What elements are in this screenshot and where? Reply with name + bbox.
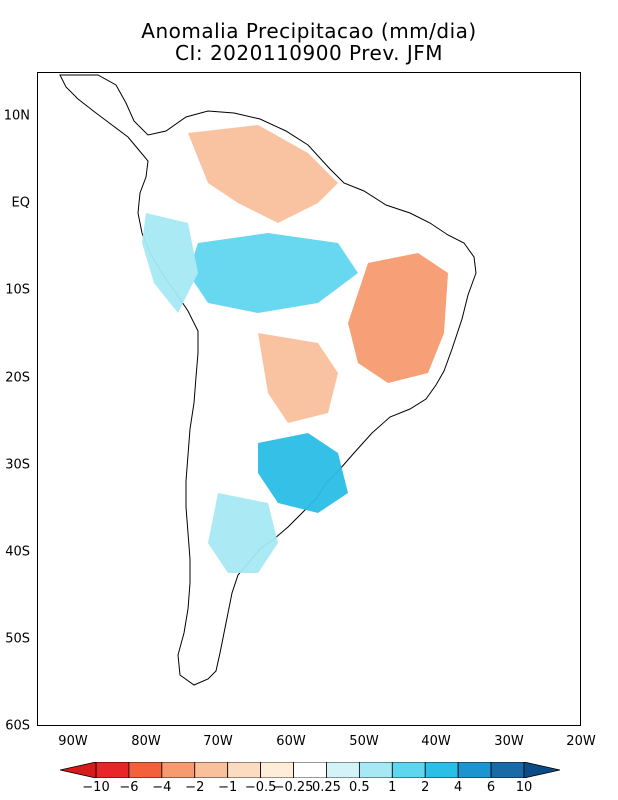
lat-label-50s: 50S	[5, 631, 30, 647]
colorbar-tick-label: −1	[218, 780, 238, 795]
colorbar-cell	[95, 762, 130, 778]
colorbar-tick-label: −4	[152, 780, 172, 795]
lon-label-30w: 30W	[494, 734, 524, 749]
colorbar-tick-label: 10	[515, 780, 533, 795]
precipitation-anomaly-map	[59, 74, 477, 686]
lat-label-10n: 10N	[3, 108, 30, 124]
wet-anomaly-west	[142, 213, 198, 313]
colorbar-cell	[326, 762, 360, 778]
colorbar-tick-label: 2	[421, 780, 430, 795]
colorbar	[60, 762, 560, 778]
colorbar-tick-label: −10	[82, 780, 110, 795]
colorbar-cell	[293, 762, 327, 778]
colorbar-cell	[457, 762, 492, 778]
colorbar-cell	[490, 762, 525, 778]
colorbar-tick-label: 0.25	[311, 780, 341, 795]
dry-anomaly-central	[258, 333, 338, 423]
lon-label-20w: 20W	[566, 734, 596, 749]
lat-label-eq: EQ	[11, 195, 30, 211]
colorbar-cell	[260, 762, 294, 778]
lon-label-60w: 60W	[276, 734, 306, 749]
colorbar-cell	[161, 762, 196, 778]
colorbar-cell	[424, 762, 459, 778]
colorbar-tick-label: −0.25	[273, 780, 314, 795]
lon-label-50w: 50W	[349, 734, 379, 749]
dry-anomaly-north	[188, 125, 338, 223]
lat-label-20s: 20S	[5, 370, 30, 386]
lon-label-70w: 70W	[203, 734, 233, 749]
colorbar-tick-label: −2	[185, 780, 205, 795]
colorbar-tick-label: 0.5	[349, 780, 370, 795]
map-frame	[37, 72, 581, 726]
colorbar-tick-label: −6	[119, 780, 139, 795]
lon-label-80w: 80W	[131, 734, 161, 749]
lat-label-60s: 60S	[5, 718, 30, 734]
colorbar-high-arrow	[523, 762, 560, 778]
wet-anomaly-south	[258, 433, 348, 513]
colorbar-tick-label: 4	[454, 780, 463, 795]
colorbar-cell	[358, 762, 393, 778]
colorbar-cell	[194, 762, 229, 778]
colorbar-tick-label: 6	[486, 780, 496, 795]
dry-anomaly-northeast	[348, 253, 448, 383]
lat-label-40s: 40S	[5, 544, 30, 560]
colorbar-tick-label: −0.5	[244, 780, 277, 795]
colorbar-cell	[227, 762, 262, 778]
lat-label-30s: 30S	[5, 457, 30, 473]
map-subtitle: CI: 2020110900 Prev. JFM	[174, 41, 443, 65]
colorbar-cell	[391, 762, 426, 778]
lon-label-90w: 90W	[58, 734, 88, 749]
colorbar-tick-label: 1	[388, 780, 397, 795]
wet-anomaly-patagonia	[208, 493, 278, 573]
wet-anomaly-amazon	[188, 233, 358, 313]
colorbar-cell	[128, 762, 163, 778]
lat-label-10s: 10S	[5, 282, 30, 298]
colorbar-low-arrow	[60, 762, 97, 778]
lon-label-40w: 40W	[421, 734, 451, 749]
map-title: Anomalia Precipitacao (mm/dia)	[141, 19, 477, 43]
